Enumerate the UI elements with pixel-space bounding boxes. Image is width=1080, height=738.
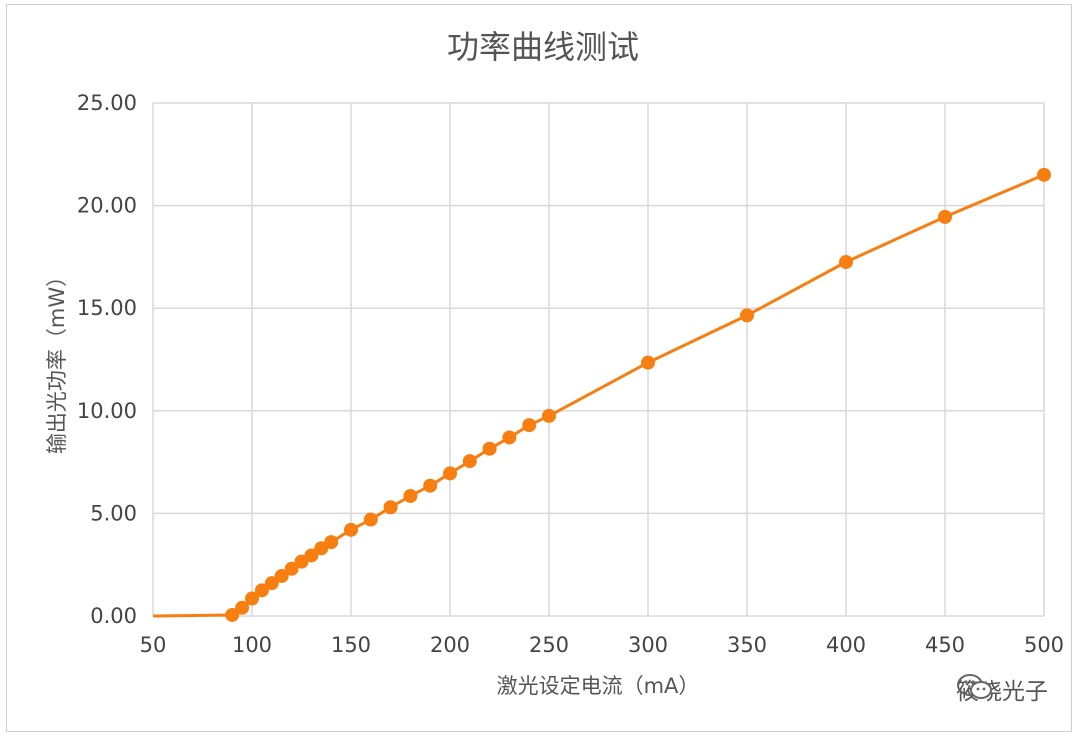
x-tick-label: 350 <box>727 633 767 657</box>
data-point <box>344 522 358 537</box>
grid <box>152 102 1045 617</box>
series-line <box>152 173 1045 618</box>
x-tick-label: 500 <box>1024 633 1064 657</box>
x-tick-label: 450 <box>925 633 965 657</box>
data-point <box>839 255 853 270</box>
x-tick-label: 100 <box>232 633 272 657</box>
wechat-icon <box>957 674 992 699</box>
x-tick-label: 250 <box>529 633 569 657</box>
x-tick-label: 400 <box>826 633 866 657</box>
y-tick-labels: 0.00 5.00 10.00 15.00 20.00 25.00 <box>77 91 137 628</box>
y-tick-label: 15.00 <box>77 296 137 320</box>
data-point <box>363 512 378 527</box>
y-axis-label: 输出光功率（mW） <box>45 266 69 454</box>
data-point <box>324 535 339 550</box>
y-tick-label: 0.00 <box>90 604 137 628</box>
data-point <box>383 500 398 515</box>
data-point <box>274 568 289 583</box>
watermark: 筱晓光子 <box>956 672 1048 706</box>
chart-frame <box>6 4 1072 732</box>
data-point <box>225 607 240 622</box>
data-point <box>502 430 517 445</box>
data-point <box>423 478 438 493</box>
x-tick-label: 200 <box>430 633 470 657</box>
x-tick-label: 150 <box>331 633 371 657</box>
data-point <box>264 576 279 591</box>
data-point <box>522 418 537 433</box>
data-point <box>641 355 655 370</box>
x-tick-label: 300 <box>628 633 668 657</box>
series-group <box>152 167 1051 622</box>
x-tick-label: 50 <box>140 633 167 657</box>
data-point <box>443 466 457 481</box>
y-tick-label: 25.00 <box>77 91 137 115</box>
data-point <box>235 600 250 615</box>
y-tick-label: 5.00 <box>90 501 137 525</box>
data-point <box>245 591 259 606</box>
data-point <box>462 454 477 469</box>
data-point <box>482 441 497 456</box>
chart-title: 功率曲线测试 <box>447 28 639 66</box>
data-point <box>304 548 319 563</box>
data-point <box>403 488 418 503</box>
x-axis-label: 激光设定电流（mA） <box>497 674 700 698</box>
data-point <box>254 583 269 598</box>
data-point <box>542 408 556 423</box>
y-tick-label: 10.00 <box>77 399 137 423</box>
data-point <box>1037 167 1051 182</box>
data-point <box>284 561 299 576</box>
data-point <box>740 308 754 323</box>
data-point <box>938 209 952 224</box>
y-tick-label: 20.00 <box>77 194 137 218</box>
x-tick-labels: 50 100 150 200 250 300 350 400 450 500 <box>140 633 1064 657</box>
